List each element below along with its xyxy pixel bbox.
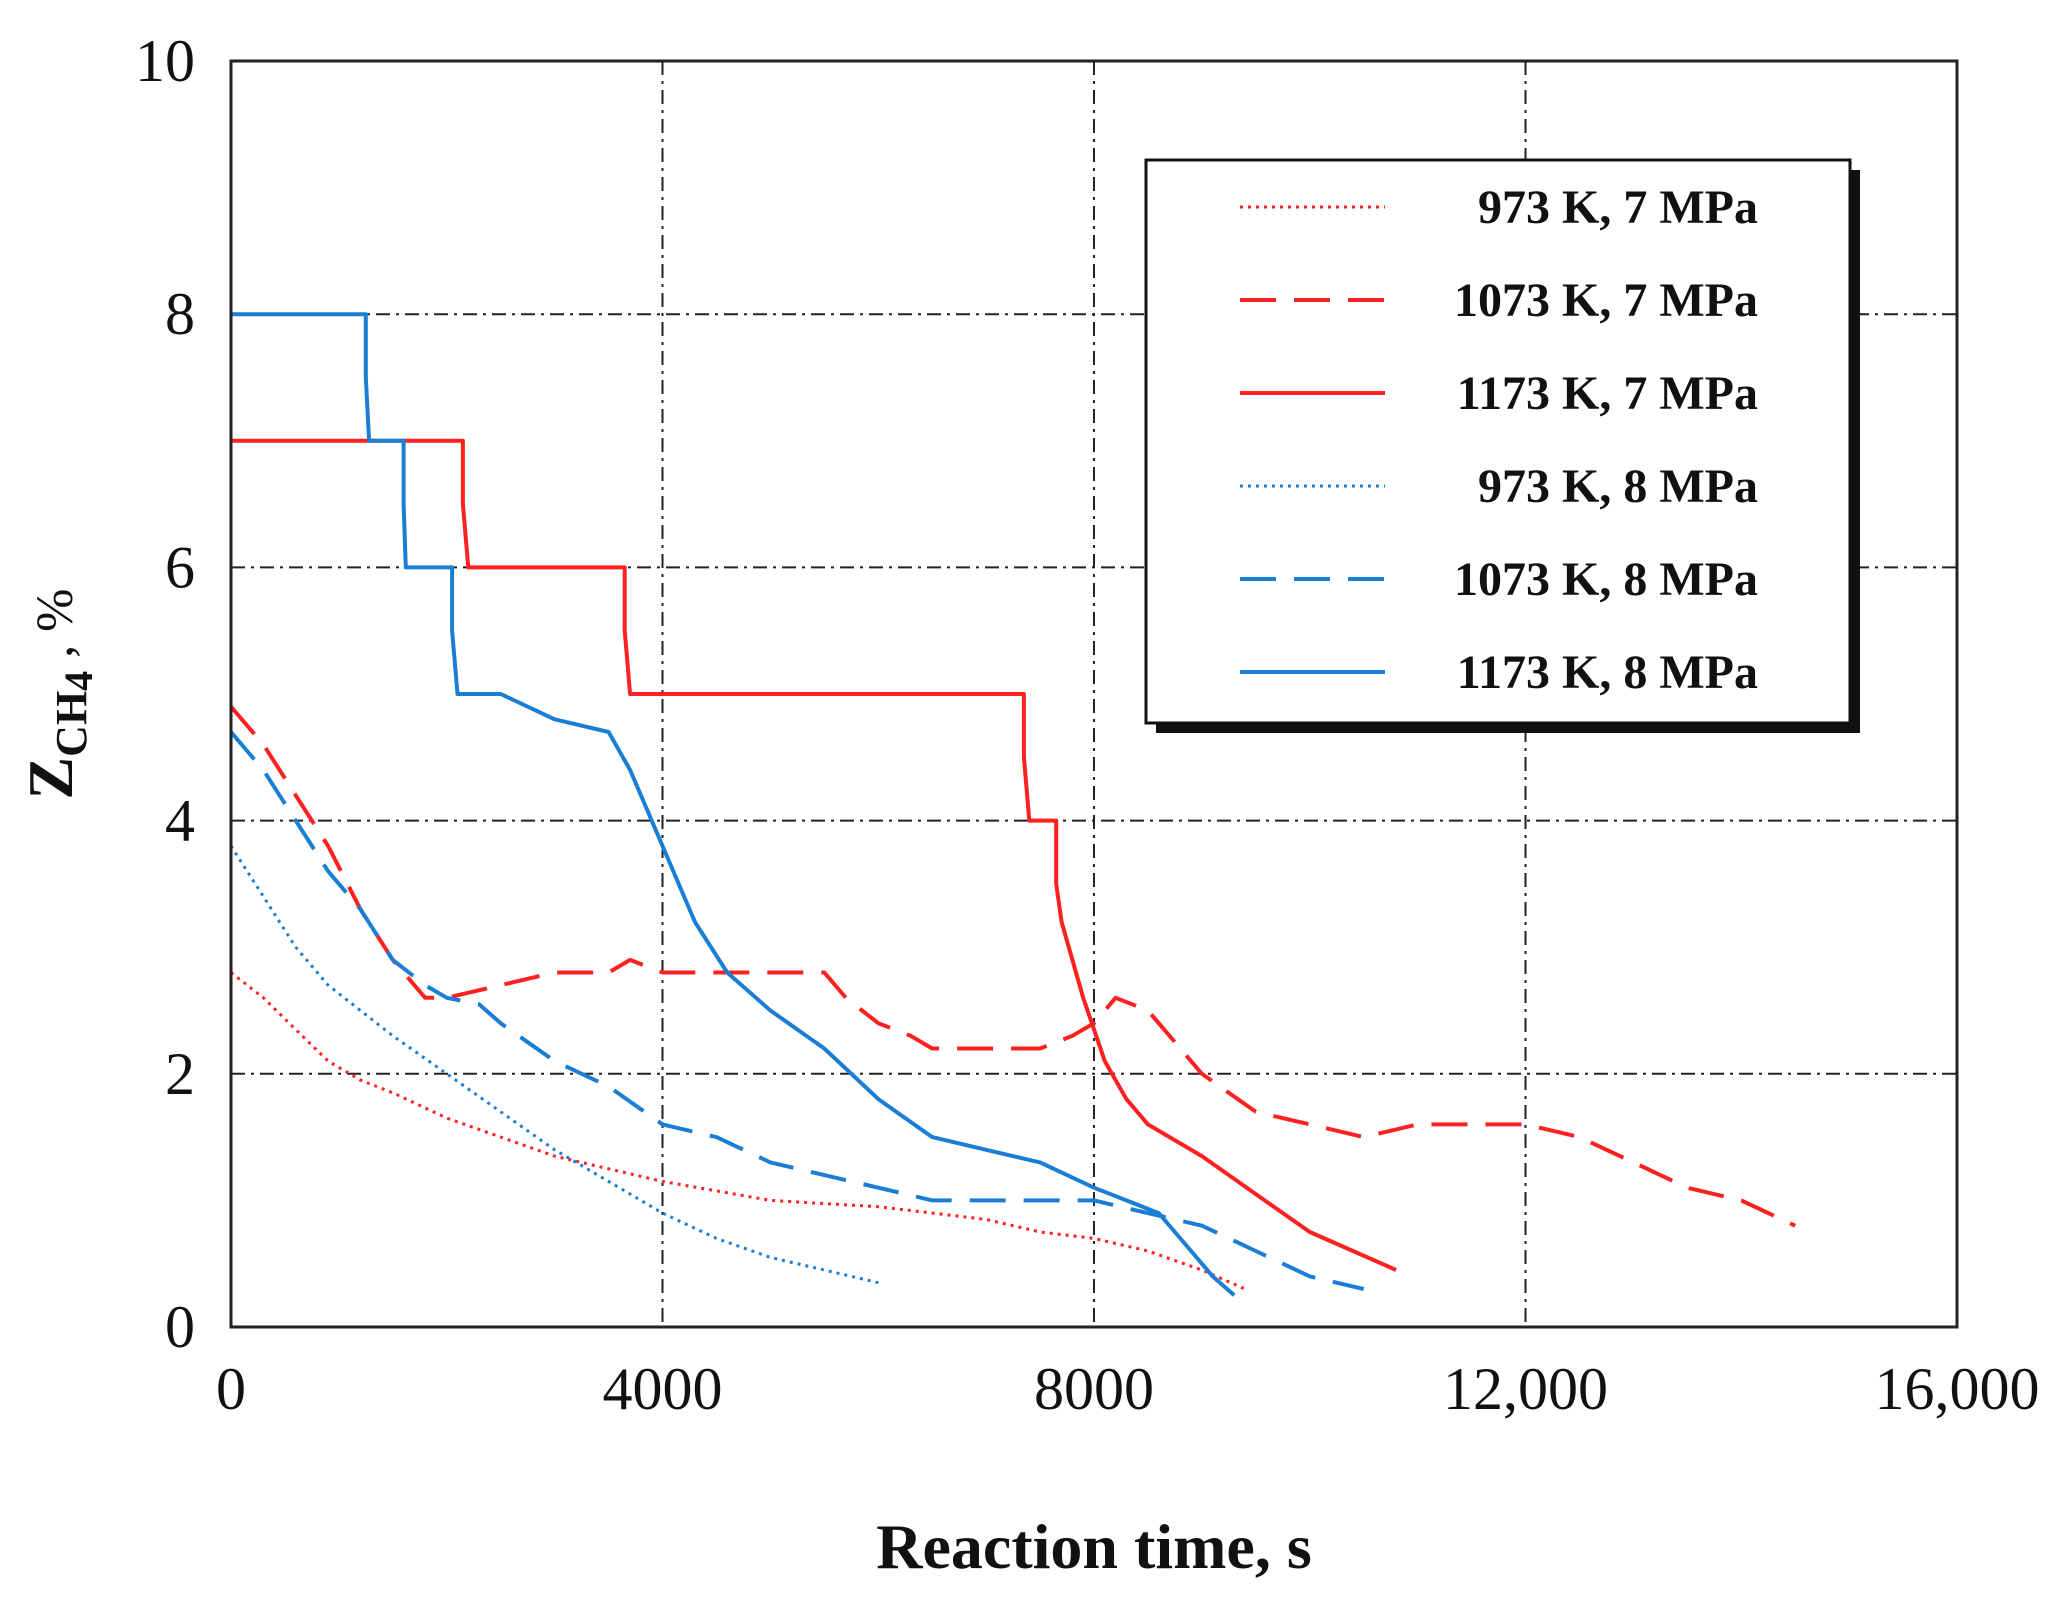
series-line-4 bbox=[231, 845, 879, 1285]
x-tick-label: 8000 bbox=[1034, 1356, 1154, 1422]
y-axis-label-main: Z bbox=[15, 757, 86, 800]
legend-label-6: 1173 K, 8 MPa bbox=[1457, 646, 1758, 699]
y-axis-label-sub: CH bbox=[47, 691, 96, 757]
y-axis-label-subnum: 4 bbox=[56, 671, 101, 691]
x-tick-label: 12,000 bbox=[1443, 1356, 1608, 1422]
legend-label-2: 1073 K, 7 MPa bbox=[1454, 274, 1758, 327]
y-tick-label: 10 bbox=[135, 28, 195, 94]
series-line-5 bbox=[231, 730, 1365, 1291]
y-tick-label: 6 bbox=[165, 534, 195, 600]
y-tick-label: 4 bbox=[165, 788, 195, 854]
legend-label-5: 1073 K, 8 MPa bbox=[1454, 553, 1758, 606]
y-tick-labels: 0 2 4 6 8 10 bbox=[135, 28, 195, 1360]
x-tick-label: 16,000 bbox=[1875, 1356, 2040, 1422]
series-layer bbox=[231, 312, 1797, 1297]
legend-label-1: 973 K, 7 MPa bbox=[1478, 181, 1758, 234]
y-tick-label: 8 bbox=[165, 281, 195, 347]
series-line-3 bbox=[231, 438, 1397, 1272]
series-line-6 bbox=[231, 312, 1236, 1297]
x-tick-label: 0 bbox=[216, 1356, 246, 1422]
y-axis-label: ZCH4 , % bbox=[15, 588, 101, 799]
y-tick-label: 2 bbox=[165, 1041, 195, 1107]
series-line-2 bbox=[231, 705, 1797, 1228]
legend: 973 K, 7 MPa 1073 K, 7 MPa 1173 K, 7 MPa 97… bbox=[1144, 158, 1860, 733]
x-tick-label: 4000 bbox=[603, 1356, 723, 1422]
y-axis-label-unit: , % bbox=[27, 588, 84, 670]
legend-label-3: 1173 K, 7 MPa bbox=[1457, 367, 1758, 420]
series-line-1 bbox=[231, 971, 1246, 1291]
x-axis-label: Reaction time, s bbox=[876, 1511, 1311, 1582]
legend-label-4: 973 K, 8 MPa bbox=[1478, 460, 1758, 513]
y-tick-label: 0 bbox=[165, 1294, 195, 1360]
x-tick-labels: 0 4000 8000 12,000 16,000 bbox=[216, 1356, 2040, 1422]
